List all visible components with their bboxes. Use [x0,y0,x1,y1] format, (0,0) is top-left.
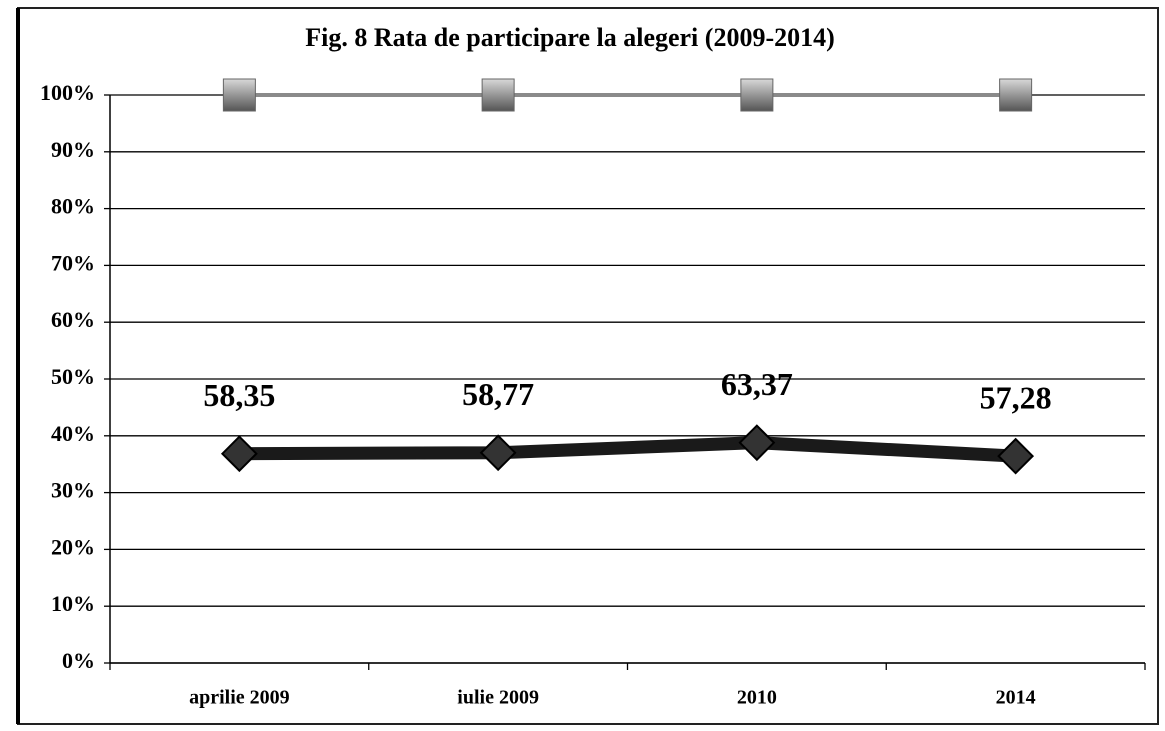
x-tick-label: iulie 2009 [457,687,539,709]
y-tick-label: 10% [51,591,95,616]
marker [481,78,515,112]
y-tick-label: 30% [51,478,95,503]
marker [738,424,776,462]
y-tick-label: 90% [51,137,95,162]
y-tick-label: 80% [51,194,95,219]
data-label: 58,77 [462,376,534,412]
marker [222,78,256,112]
data-label: 58,35 [203,377,275,413]
y-tick-label: 70% [51,250,95,275]
y-tick-label: 0% [62,648,95,673]
y-tick-label: 40% [51,421,95,446]
y-tick-label: 20% [51,534,95,559]
chart-title: Fig. 8 Rata de participare la alegeri (2… [305,23,835,52]
x-tick-label: aprilie 2009 [189,687,290,709]
series-line [239,436,1016,463]
marker [740,78,774,112]
data-label: 63,37 [721,366,793,402]
x-tick-label: 2014 [996,687,1036,709]
y-tick-label: 100% [40,80,95,105]
frame [17,7,1159,725]
data-label: 57,28 [980,379,1052,415]
marker [220,435,258,473]
marker [479,434,517,472]
y-tick-label: 60% [51,307,95,332]
x-tick-label: 2010 [737,687,777,709]
marker [999,78,1033,112]
y-tick-label: 50% [51,364,95,389]
marker [997,437,1035,475]
